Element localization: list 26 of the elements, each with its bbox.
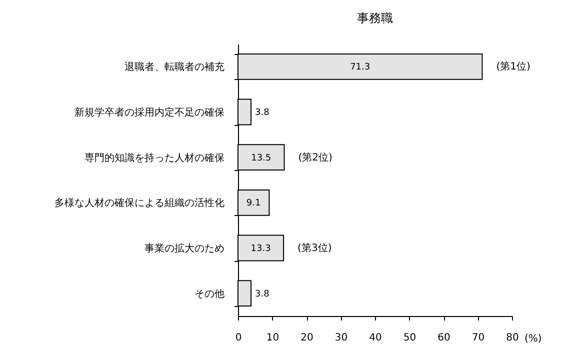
x-tick-label: 10 bbox=[266, 332, 280, 344]
chart-title: 事務職 bbox=[357, 11, 393, 25]
x-tick-label: 30 bbox=[334, 332, 348, 344]
data-label: 13.3 bbox=[250, 244, 271, 254]
data-label: 71.3 bbox=[350, 62, 370, 73]
y-tick-label: 新規学卒者の採用内定不足の確保 bbox=[74, 106, 224, 118]
annotation: (第3位) bbox=[298, 242, 332, 254]
x-tick-label: 50 bbox=[403, 332, 416, 344]
data-label: 3.8 bbox=[255, 289, 270, 300]
annotation: (第1位) bbox=[496, 60, 530, 73]
data-label: 13.5 bbox=[251, 153, 272, 164]
x-tick-label: 20 bbox=[300, 332, 314, 344]
y-tick-label: 事業の拡大のため bbox=[144, 242, 224, 254]
x-tick-label: 0 bbox=[235, 332, 242, 344]
data-label: 9.1 bbox=[246, 198, 261, 209]
x-tick-label: 40 bbox=[369, 332, 382, 344]
x-tick-label: 60 bbox=[438, 332, 450, 344]
y-tick-label: 専門的知識を持った人材の確保 bbox=[84, 152, 224, 164]
x-tick-label: 80 bbox=[506, 332, 519, 344]
data-label: 3.8 bbox=[255, 108, 270, 118]
annotation: (第2位) bbox=[298, 151, 332, 164]
y-tick-label: その他 bbox=[194, 288, 224, 300]
y-tick-label: 多様な人材の確保による組織の活性化 bbox=[54, 197, 224, 210]
x-tick-label: 70 bbox=[472, 332, 485, 344]
y-tick-label: 退職者、転職者の補充 bbox=[124, 61, 224, 74]
x-axis-title: (%) bbox=[524, 334, 542, 344]
